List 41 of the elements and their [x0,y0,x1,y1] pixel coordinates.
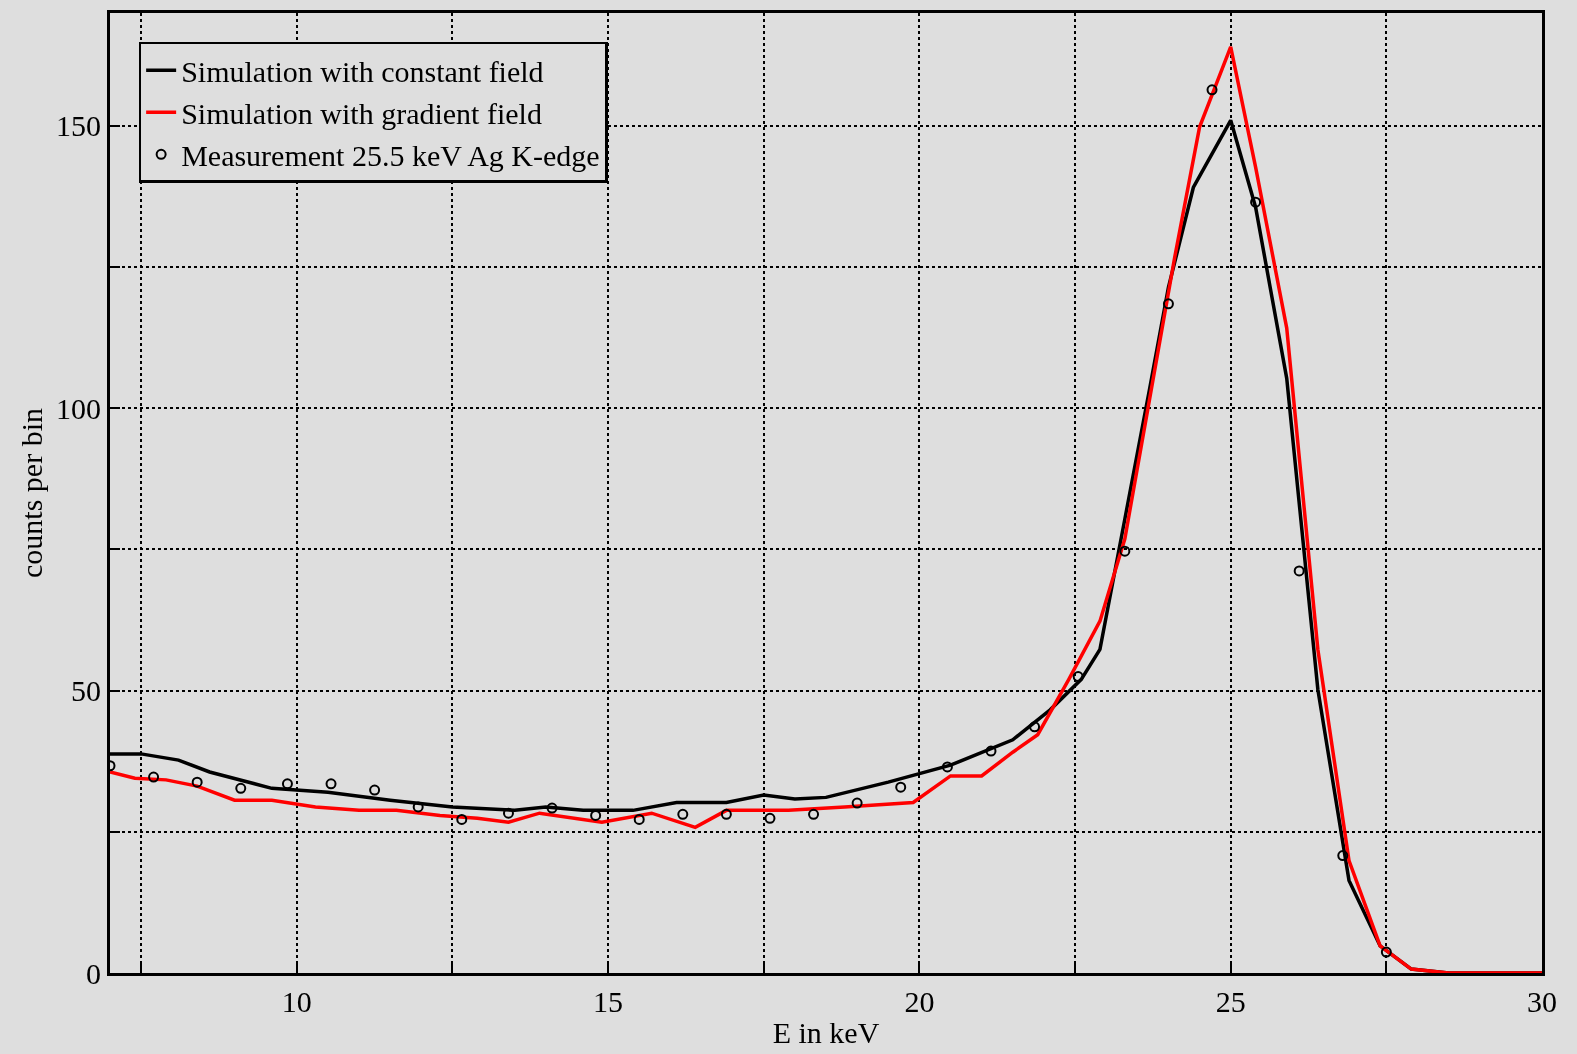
point [235,782,247,794]
legend-label: Simulation with gradient field [181,97,542,130]
x-tick-label: 25 [1215,985,1246,1018]
x-tick-label: 10 [281,985,312,1018]
point [1380,946,1392,958]
point [148,771,160,783]
x-tick-label: 15 [593,985,624,1018]
point [941,761,953,773]
point [985,745,997,757]
point [1162,298,1174,310]
point [1119,545,1131,557]
point [851,797,863,809]
y-tick-label: 100 [56,391,101,425]
legend-label: Simulation with constant field [181,55,544,88]
point [369,784,381,796]
legend-label: Measurement 25.5 keV Ag K-edge [181,139,600,172]
x-axis-title: E in keV [772,1015,880,1049]
point [325,778,337,790]
point [808,808,820,820]
point [1250,196,1262,208]
point [633,813,645,825]
point [1072,671,1084,683]
x-tick-label: 20 [904,985,935,1018]
y-tick-label: 0 [86,956,101,990]
point [1206,84,1218,96]
point [895,781,907,793]
point [546,802,558,814]
y-tick-label: 50 [71,674,101,708]
y-tick-label: 150 [56,109,101,143]
point [191,776,203,788]
point [720,808,732,820]
x-tick-label: 30 [1527,985,1557,1018]
point [456,813,468,825]
point [412,801,424,813]
point [677,808,689,820]
point [1293,565,1305,577]
y-axis-title: counts per bin [15,408,48,578]
point [764,812,776,824]
point [1029,721,1041,733]
point [502,807,514,819]
point [1337,850,1349,862]
